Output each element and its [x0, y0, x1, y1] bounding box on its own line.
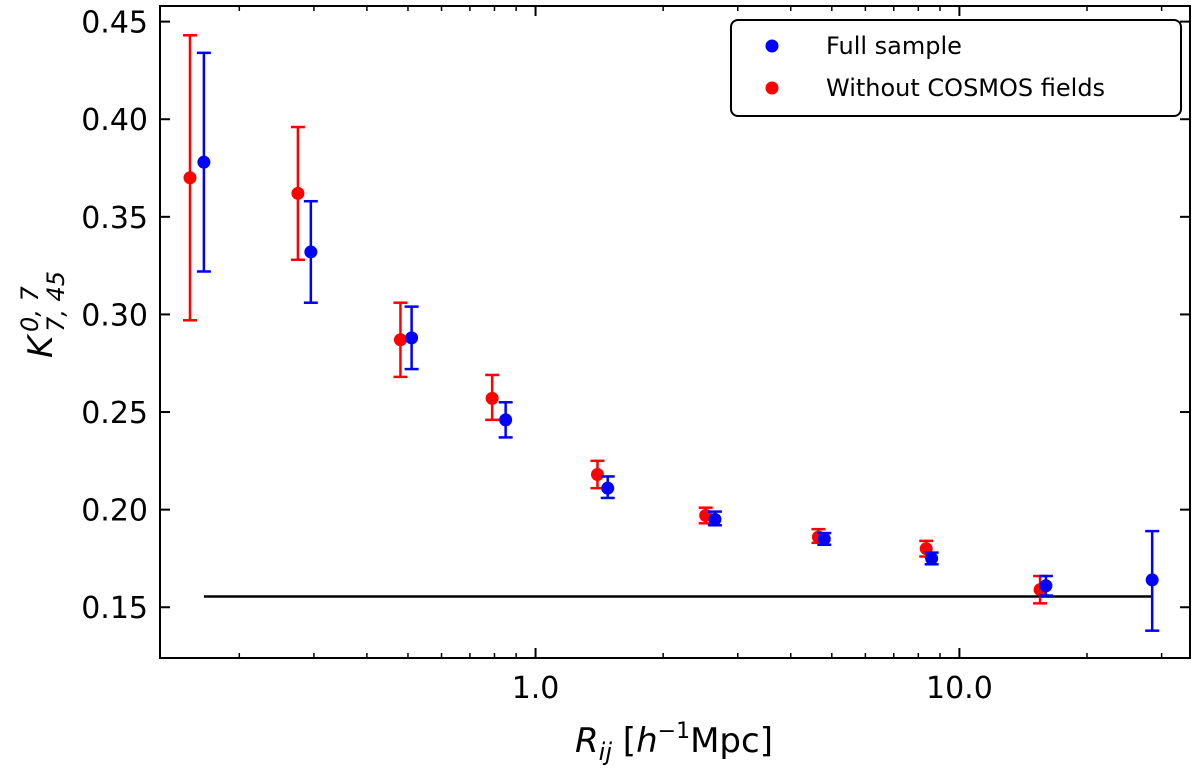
point-without-cosmos-1 — [291, 186, 305, 200]
point-full-sample-6 — [817, 532, 831, 546]
series-full-sample — [196, 51, 1160, 632]
point-full-sample-3 — [499, 413, 513, 427]
point-without-cosmos-4 — [590, 468, 604, 482]
point-full-sample-2 — [405, 331, 419, 345]
y-tick-label: 0.30 — [81, 298, 148, 333]
x-tick-label: 1.0 — [512, 671, 560, 706]
series-without-cosmos — [182, 34, 1048, 605]
plot-frame — [159, 5, 1191, 659]
x-axis-label: Rij [h−1Mpc] — [575, 719, 773, 766]
y-tick-label: 0.45 — [81, 6, 148, 41]
point-full-sample-4 — [601, 481, 615, 495]
y-axis-label-sup: 0, 7 — [16, 285, 44, 332]
x-tick-label: 10.0 — [926, 671, 993, 706]
y-axis-label: K 0, 7 7, 45 — [16, 271, 70, 358]
legend-marker-without-cosmos — [765, 81, 779, 95]
legend-label-without-cosmos: Without COSMOS fields — [826, 74, 1105, 102]
y-tick-label: 0.35 — [81, 201, 148, 236]
point-full-sample-7 — [925, 551, 939, 565]
point-full-sample-8 — [1039, 579, 1053, 593]
y-axis-label-main: K — [21, 333, 61, 358]
y-tick-label: 0.20 — [81, 494, 148, 529]
legend: Full sample Without COSMOS fields — [730, 19, 1182, 117]
point-full-sample-9 — [1145, 573, 1159, 587]
point-full-sample-1 — [304, 245, 318, 259]
point-without-cosmos-2 — [393, 333, 407, 347]
point-without-cosmos-3 — [485, 391, 499, 405]
legend-box — [730, 19, 1182, 117]
point-full-sample-5 — [708, 512, 722, 526]
legend-label-full-sample: Full sample — [826, 32, 962, 60]
y-tick-label: 0.15 — [81, 591, 148, 626]
series-layer — [182, 34, 1160, 632]
point-without-cosmos-0 — [183, 171, 197, 185]
y-tick-label: 0.25 — [81, 396, 148, 431]
y-axis-label-sub: 7, 45 — [42, 271, 70, 332]
legend-marker-full-sample — [765, 39, 779, 53]
point-full-sample-0 — [197, 155, 211, 169]
tick-layer: 0.15 0.20 0.25 0.30 0.35 0.40 0.45 1.0 10.0 — [81, 6, 1190, 706]
y-tick-label: 0.40 — [81, 103, 148, 138]
